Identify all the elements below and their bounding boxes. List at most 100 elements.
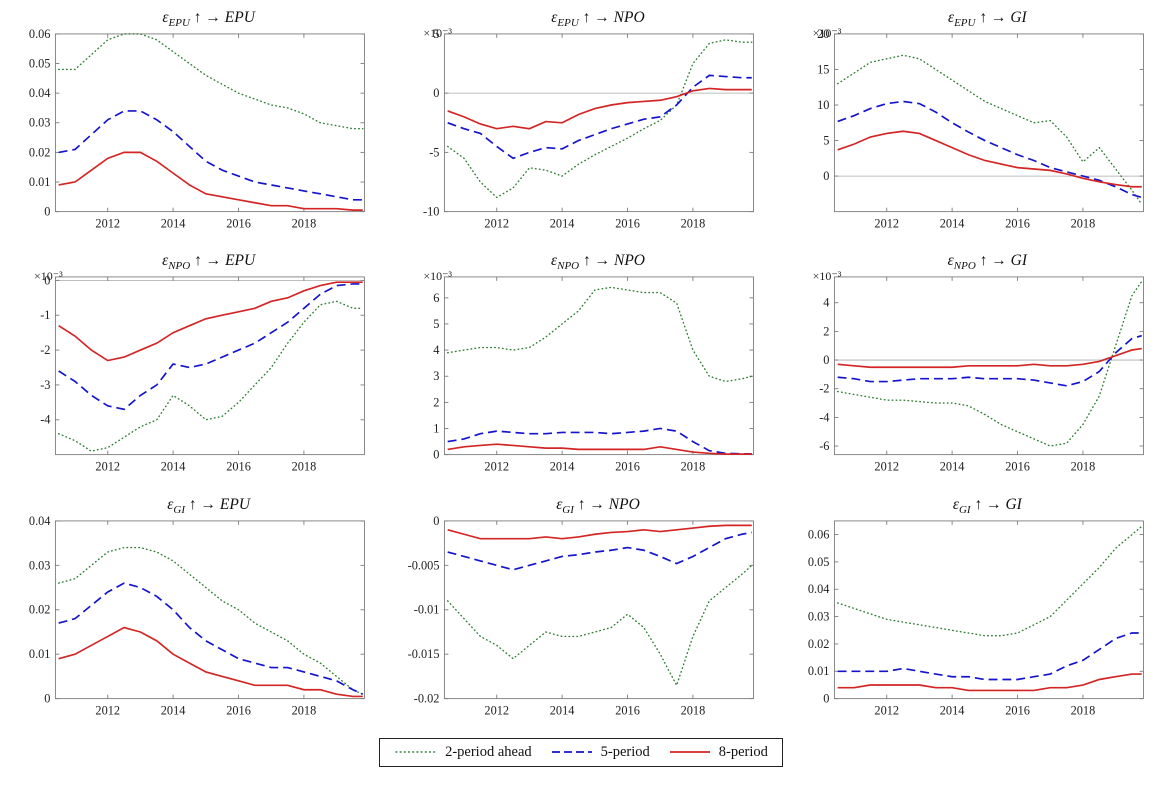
y-tick-label: 0	[823, 691, 829, 705]
series-line-2-period-ahead	[57, 300, 364, 453]
series-line-8-period	[837, 348, 1142, 369]
x-tick-label: 2016	[1005, 216, 1030, 230]
x-tick-label: 2018	[292, 460, 317, 474]
panel-title: εNPO ↑ → EPU	[10, 251, 373, 273]
panel-title: εEPU ↑ → EPU	[10, 8, 373, 30]
series-line-2-period-ahead	[836, 525, 1143, 637]
x-tick-label: 2016	[616, 216, 641, 230]
y-tick-label: -1	[40, 308, 50, 322]
panel-title: εNPO ↑ → GI	[789, 251, 1152, 273]
y-tick-label: 4	[823, 296, 829, 310]
series-line-2-period-ahead	[836, 280, 1143, 448]
x-tick-label: 2016	[1005, 460, 1030, 474]
y-tick-label: 0.04	[29, 515, 51, 528]
x-tick-label: 2012	[485, 460, 510, 474]
chart-panel-npo-to-epu: εNPO ↑ → EPU ×10⁻³ -4 -3 -2 -1 0 2012 2014 2016 20…	[10, 251, 373, 480]
legend-item-5-period: 5-period	[550, 744, 650, 761]
x-tick-label: 2018	[681, 703, 706, 717]
y-tick-label: 0.02	[29, 602, 51, 616]
series-line-2-period-ahead	[57, 33, 364, 130]
y-tick-label: 0.01	[29, 175, 51, 189]
series-line-5-period	[58, 110, 363, 201]
response-label: NPO	[613, 9, 645, 26]
shock-label: GI	[562, 503, 574, 516]
y-tick-label: 0.02	[808, 637, 830, 651]
epsilon-symbol: ε	[947, 9, 955, 26]
panel-title: εEPU ↑ → GI	[789, 8, 1152, 30]
shock-label: EPU	[168, 17, 190, 30]
y-tick-label: -10	[423, 205, 439, 219]
x-tick-label: 2014	[161, 703, 186, 717]
y-tick-label: 0.01	[29, 647, 51, 661]
arrow-symbols: ↑ →	[970, 495, 1006, 513]
response-label: EPU	[225, 252, 256, 270]
series-line-5-period	[447, 74, 753, 160]
y-axis-exponent-label: ×10⁻³	[423, 269, 453, 284]
y-tick-label: -0.015	[408, 647, 440, 661]
plot-area: -6 -4 -2 0 2 4 2012 2014 2016 2018	[819, 276, 1144, 474]
y-tick-label: -0.02	[414, 691, 440, 705]
series-line-5-period	[58, 581, 364, 695]
series-line-8-period	[837, 130, 1142, 188]
shock-label: NPO	[557, 260, 580, 273]
series-line-2-period-ahead	[447, 39, 753, 199]
y-tick-label: -2	[819, 382, 829, 396]
shock-label: EPU	[954, 17, 976, 30]
arrow-symbols: ↑ →	[579, 252, 614, 270]
y-axis-exponent-label: ×10⁻³	[812, 26, 842, 40]
shock-label: NPO	[953, 260, 976, 273]
series-line-5-period	[447, 427, 753, 455]
plot-area: 0 0.01 0.02 0.03 0.04 0.05 0.06 2012 2014 2016 201…	[808, 520, 1144, 717]
y-tick-label: 3	[434, 370, 440, 384]
legend-line-sample-icon	[551, 751, 592, 754]
x-tick-label: 2014	[939, 216, 964, 230]
legend-item-label: 2-period ahead	[445, 743, 532, 760]
series-line-2-period-ahead	[836, 54, 1143, 206]
chart-panel-npo-to-npo: εNPO ↑ → NPO ×10⁻³ 0 1 2 3 4 5 6 2012 2014 2016 2018	[399, 251, 762, 480]
y-tick-label: 0.06	[808, 527, 830, 541]
y-tick-label: -3	[40, 378, 50, 392]
x-tick-label: 2012	[95, 703, 120, 717]
epsilon-symbol: ε	[551, 9, 558, 26]
y-axis-exponent-label: ×10⁻³	[423, 26, 453, 40]
series-line-5-period	[58, 283, 363, 411]
series-line-8-period	[58, 281, 363, 362]
epsilon-symbol: ε	[167, 495, 174, 513]
x-tick-label: 2018	[681, 460, 706, 474]
y-tick-label: -4	[819, 411, 829, 425]
x-tick-label: 2014	[550, 703, 575, 717]
shock-label: NPO	[168, 260, 191, 273]
shock-label: GI	[958, 503, 971, 516]
y-tick-label: 0.03	[808, 609, 830, 623]
plot-area: 0 0.01 0.02 0.03 0.04 0.05 0.06 2012 2014 2016 201…	[29, 28, 365, 230]
plot-area: -0.02 -0.015 -0.01 -0.005 0 2012 2014 2016 2018	[408, 515, 755, 717]
panel-title: εNPO ↑ → NPO	[399, 251, 762, 273]
y-tick-label: -0.01	[414, 602, 440, 616]
legend-item-2-period-ahead: 2-period ahead	[394, 744, 532, 761]
y-tick-label: -5	[430, 145, 440, 159]
x-tick-label: 2012	[874, 460, 899, 474]
shock-label: GI	[173, 503, 186, 516]
y-tick-label: 1	[434, 422, 440, 436]
arrow-symbols: ↑ →	[573, 495, 609, 513]
y-tick-label: 2	[823, 325, 829, 339]
axes-box	[54, 33, 365, 213]
y-tick-label: 5	[823, 134, 829, 148]
y-tick-label: 0	[44, 205, 50, 219]
axes-box	[54, 520, 365, 699]
panel-title: εGI ↑ → EPU	[10, 495, 373, 516]
response-label: GI	[1010, 9, 1027, 26]
epsilon-symbol: ε	[556, 495, 563, 513]
x-tick-label: 2016	[1005, 703, 1030, 717]
series-line-8-period	[58, 626, 363, 697]
arrow-symbols: ↑ →	[578, 9, 614, 26]
legend-item-label: 8-period	[718, 743, 768, 760]
x-tick-label: 2012	[874, 703, 899, 717]
response-label: GI	[1010, 252, 1027, 270]
response-label: EPU	[219, 495, 251, 513]
chart-grid: εEPU ↑ → EPU 0 0.01 0.02 0.03 0.04 0.05 0.06 201…	[10, 8, 1152, 724]
x-tick-label: 2018	[1070, 216, 1095, 230]
x-tick-label: 2016	[616, 460, 641, 474]
axes-box	[833, 520, 1144, 699]
